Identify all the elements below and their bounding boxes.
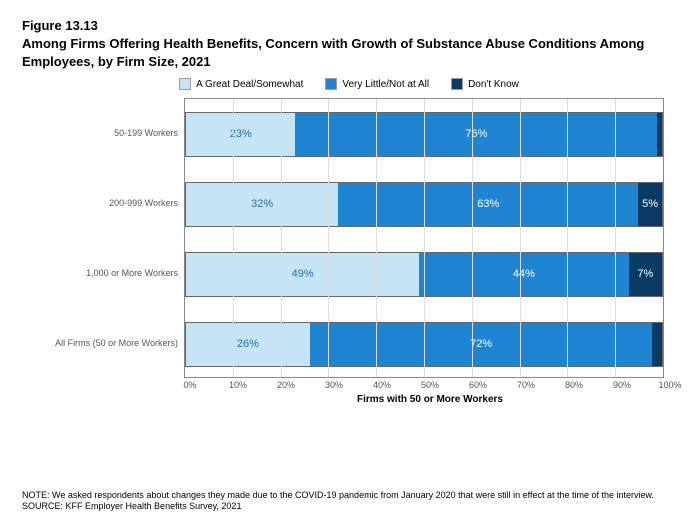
gridline [328, 99, 329, 377]
figure-number: Figure 13.13 [22, 18, 676, 33]
source-text: KFF Employer Health Benefits Survey, 202… [66, 501, 242, 511]
x-tick: 60% [469, 380, 487, 390]
y-category-label: 200-999 Workers [109, 173, 178, 233]
note-label: NOTE: [22, 490, 50, 500]
bar-segment: 7% [629, 253, 662, 296]
x-tick: 80% [565, 380, 583, 390]
bar-segment: 44% [419, 253, 628, 296]
bar-segment: 76% [295, 113, 657, 156]
y-category-label: All Firms (50 or More Workers) [55, 313, 178, 373]
x-tick: 40% [373, 380, 391, 390]
legend-swatch [451, 78, 463, 90]
y-category-label: 50-199 Workers [114, 103, 178, 163]
gridline [424, 99, 425, 377]
bar-segment: 5% [638, 183, 662, 226]
x-tick: 50% [421, 380, 439, 390]
bar-segment: 26% [186, 323, 310, 366]
gridline [615, 99, 616, 377]
plot-area: 23%76% 32%63%5% 49%44%7% 26%72% [184, 98, 664, 378]
legend-label: Very Little/Not at All [342, 79, 429, 90]
legend-swatch [179, 78, 191, 90]
x-tick: 30% [325, 380, 343, 390]
gridline [520, 99, 521, 377]
note-text: We asked respondents about changes they … [52, 490, 654, 500]
x-tick: 20% [277, 380, 295, 390]
bar-segment [657, 113, 662, 156]
figure-title: Among Firms Offering Health Benefits, Co… [22, 35, 676, 70]
bar-segment: 49% [186, 253, 419, 296]
gridline [472, 99, 473, 377]
y-category-label: 1,000 or More Workers [86, 243, 178, 303]
x-tick: 10% [229, 380, 247, 390]
x-axis: Firms with 50 or More Workers 0%10%20%30… [190, 380, 670, 408]
bar-segment [652, 323, 662, 366]
bar-segment: 72% [310, 323, 653, 366]
legend-swatch [325, 78, 337, 90]
legend-item: Don't Know [451, 78, 519, 90]
legend: A Great Deal/Somewhat Very Little/Not at … [22, 78, 676, 90]
x-tick: 90% [613, 380, 631, 390]
legend-label: Don't Know [468, 79, 519, 90]
y-axis-labels: 50-199 Workers 200-999 Workers 1,000 or Mo… [34, 98, 184, 378]
x-tick: 70% [517, 380, 535, 390]
bar-segment: 23% [186, 113, 295, 156]
chart: 50-199 Workers 200-999 Workers 1,000 or Mo… [22, 98, 676, 378]
gridline [376, 99, 377, 377]
gridline [281, 99, 282, 377]
legend-item: Very Little/Not at All [325, 78, 429, 90]
footnote: NOTE: We asked respondents about changes… [22, 490, 676, 513]
source-label: SOURCE: [22, 501, 63, 511]
bar-segment: 63% [338, 183, 638, 226]
x-tick: 0% [183, 380, 196, 390]
gridline [233, 99, 234, 377]
gridline [567, 99, 568, 377]
x-axis-label: Firms with 50 or More Workers [357, 394, 503, 405]
bar-segment: 32% [186, 183, 338, 226]
legend-label: A Great Deal/Somewhat [196, 79, 303, 90]
x-tick: 100% [658, 380, 681, 390]
legend-item: A Great Deal/Somewhat [179, 78, 303, 90]
